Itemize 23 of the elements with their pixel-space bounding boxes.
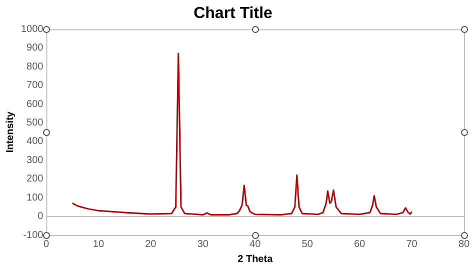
x-tick-label: 30 [197,238,209,250]
y-tick-label: 1000 [20,24,44,35]
x-tick-label: 60 [354,238,366,250]
y-tick-label: 400 [26,136,44,148]
y-tick-label: 0 [38,211,44,222]
y-tick-label: 800 [26,61,44,72]
x-tick-label: 20 [145,238,157,250]
y-tick-label: 700 [26,80,44,92]
x-tick-label: 80 [458,238,470,250]
y-tick-label: 100 [26,192,44,204]
y-tick-label: 300 [26,154,44,166]
x-tick-label: 10 [92,238,104,250]
y-tick-label: 600 [26,98,44,110]
y-tick-label: -100 [23,230,44,241]
y-tick-label: 900 [26,42,44,54]
x-tick-label: 40 [250,238,262,250]
x-tick-label: 70 [406,238,418,250]
chart-title: Chart Title [194,5,273,22]
x-axis-title: 2 Theta [238,254,274,265]
y-tick-label: 500 [26,117,44,128]
y-tick-label: 200 [26,174,44,185]
y-axis-title: Intensity [4,111,16,153]
x-tick-label: 50 [302,238,314,250]
